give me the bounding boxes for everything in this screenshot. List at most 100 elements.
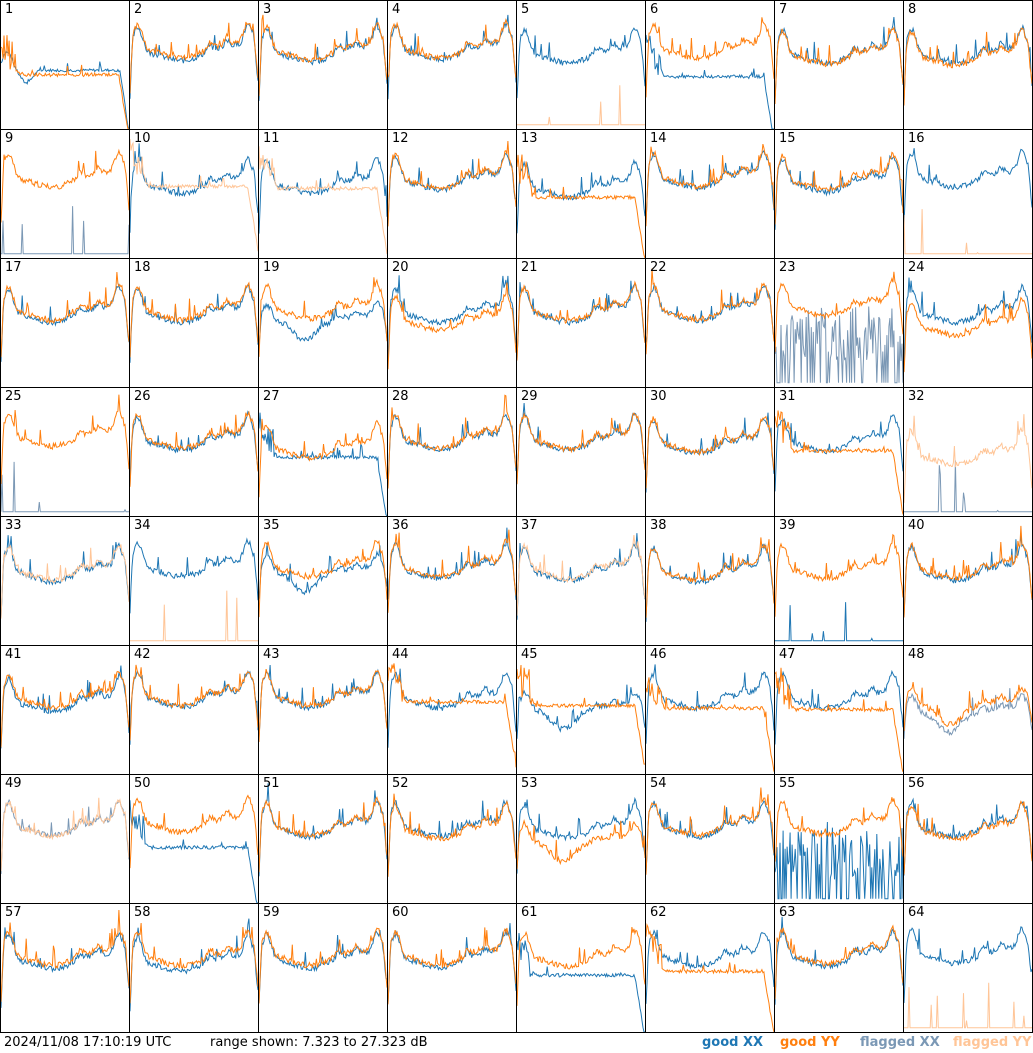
panel-57: 57 <box>0 903 129 1032</box>
panel-37-good-xx-line <box>517 533 645 620</box>
panel-8-good-xx-line <box>904 24 1032 101</box>
panel-number: 24 <box>908 260 925 275</box>
panel-50-good-yy-line <box>130 794 258 869</box>
panel-43: 43 <box>258 645 387 774</box>
panel-25-plot <box>1 394 129 513</box>
panel-13-plot <box>517 154 645 258</box>
panel-52-good-yy-line <box>388 793 516 877</box>
panel-16-flagged-yy-line <box>904 209 1032 255</box>
panel-number: 23 <box>779 260 796 275</box>
panel-10-plot <box>130 138 258 252</box>
panel-20-good-yy-line <box>388 282 516 370</box>
panel-28: 28 <box>387 387 516 516</box>
panel-number: 50 <box>134 776 151 791</box>
panel-25-good-yy-line <box>1 394 129 485</box>
panel-30: 30 <box>645 387 774 516</box>
panel-50-plot <box>130 794 258 903</box>
panel-48-flagged-xx-line <box>904 688 1032 739</box>
panel-64-good-xx-line <box>904 926 1032 1004</box>
panel-34: 34 <box>129 516 258 645</box>
panel-number: 46 <box>650 647 667 662</box>
panel-26-plot <box>130 410 258 487</box>
panel-46: 46 <box>645 645 774 774</box>
panel-10-good-xx-line <box>130 143 258 233</box>
panel-57-good-xx-line <box>1 927 129 1008</box>
panel-55-good-xx-line <box>775 821 903 900</box>
panel-15-plot <box>775 151 903 230</box>
panel-9-plot <box>1 148 129 255</box>
panel-4-good-yy-line <box>388 18 516 78</box>
panel-15-good-xx-line <box>775 154 903 230</box>
panel-number: 58 <box>134 905 151 920</box>
panel-24-good-xx-line <box>904 277 1032 363</box>
panel-53-good-xx-line <box>517 796 645 874</box>
panel-5-good-xx-line <box>517 26 645 99</box>
panel-41-good-yy-line <box>1 670 129 748</box>
panel-number: 17 <box>5 260 22 275</box>
panel-57-plot <box>1 909 129 1008</box>
panel-1-good-yy-line <box>1 35 129 129</box>
panel-7-plot <box>775 17 903 105</box>
panel-19-good-yy-line <box>259 277 387 357</box>
panel-2: 2 <box>129 0 258 129</box>
panel-27: 27 <box>258 387 387 516</box>
panel-20: 20 <box>387 258 516 387</box>
panel-number: 52 <box>392 776 409 791</box>
panel-17-plot <box>1 271 129 362</box>
panel-37-flagged-yy-line <box>517 535 645 616</box>
panel-58: 58 <box>129 903 258 1032</box>
panel-48: 48 <box>903 645 1032 774</box>
panel-63-plot <box>775 916 903 1005</box>
panel-26-good-yy-line <box>130 410 258 487</box>
panel-number: 40 <box>908 518 925 533</box>
panel-number: 12 <box>392 131 409 146</box>
panel-29-good-yy-line <box>517 412 645 485</box>
panel-49: 49 <box>0 774 129 903</box>
panel-18-plot <box>130 281 258 363</box>
panel-60-good-yy-line <box>388 927 516 1005</box>
panel-27-good-yy-line <box>259 418 387 498</box>
panel-26-good-xx-line <box>130 410 258 486</box>
panel-49-flagged-xx-line <box>1 798 129 875</box>
panel-27-good-xx-line <box>259 412 387 516</box>
panel-number: 55 <box>779 776 796 791</box>
panel-11-plot <box>259 146 387 255</box>
panel-number: 25 <box>5 389 22 404</box>
panel-41: 41 <box>0 645 129 774</box>
panel-62-good-yy-line <box>646 923 774 1032</box>
panel-3-good-xx-line <box>259 17 387 101</box>
panel-46-good-xx-line <box>646 664 774 744</box>
panel-50: 50 <box>129 774 258 903</box>
panel-number: 36 <box>392 518 409 533</box>
panel-23-flagged-xx-line <box>775 306 903 384</box>
panel-39-plot <box>775 533 903 642</box>
legend-good-xx: good XX <box>702 1035 764 1050</box>
panel-number: 62 <box>650 905 667 920</box>
panel-29-plot <box>517 402 645 485</box>
panel-31: 31 <box>774 387 903 516</box>
panel-47: 47 <box>774 645 903 774</box>
panel-59-good-yy-line <box>259 927 387 1004</box>
panel-11-good-xx-line <box>259 157 387 234</box>
panel-36: 36 <box>387 516 516 645</box>
panel-51-good-yy-line <box>259 796 387 873</box>
panel-6: 6 <box>645 0 774 129</box>
panel-35-plot <box>259 539 387 618</box>
panel-number: 35 <box>263 518 280 533</box>
panel-number: 20 <box>392 260 409 275</box>
panel-number: 11 <box>263 131 280 146</box>
panel-7-good-xx-line <box>775 17 903 100</box>
panel-number: 4 <box>392 2 401 17</box>
panel-2-plot <box>130 21 258 99</box>
panel-53: 53 <box>516 774 645 903</box>
panel-46-plot <box>646 664 774 772</box>
panel-45-good-yy-line <box>517 664 645 765</box>
panel-60-plot <box>388 923 516 1005</box>
panel-33-plot <box>1 535 129 619</box>
panel-9-good-yy-line <box>1 148 129 223</box>
panel-number: 8 <box>908 2 917 17</box>
panel-21-plot <box>517 280 645 361</box>
panel-18: 18 <box>129 258 258 387</box>
panel-61-plot <box>517 927 645 1032</box>
